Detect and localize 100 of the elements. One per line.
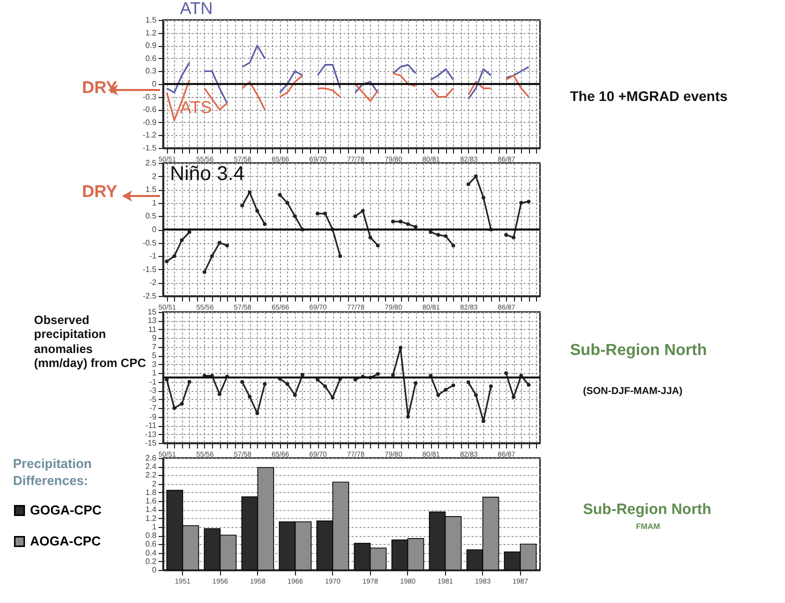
point bbox=[188, 230, 192, 234]
y-tick-label: 0.5 bbox=[145, 212, 158, 221]
text: Sub-Region North bbox=[570, 342, 707, 360]
point bbox=[376, 372, 380, 376]
y-tick-label: 2.6 bbox=[145, 454, 158, 462]
point bbox=[255, 411, 260, 416]
point bbox=[489, 384, 493, 388]
point bbox=[225, 244, 229, 248]
y-tick-label: 1.8 bbox=[145, 488, 158, 497]
point bbox=[414, 381, 418, 386]
point bbox=[286, 201, 290, 205]
point bbox=[240, 380, 244, 384]
y-tick-label: 0.6 bbox=[145, 540, 158, 549]
text: (SON-DJF-MAM-JJA) bbox=[583, 386, 682, 397]
text: DRY bbox=[82, 182, 118, 202]
y-tick-label: 15 bbox=[148, 308, 158, 316]
y-tick-label: 1 bbox=[152, 368, 158, 378]
point bbox=[519, 201, 524, 205]
y-tick-label: -1.5 bbox=[142, 144, 158, 152]
y-tick-label: -0.9 bbox=[142, 118, 158, 127]
point bbox=[164, 260, 169, 264]
point bbox=[330, 396, 335, 400]
point bbox=[210, 254, 214, 258]
point bbox=[286, 382, 290, 386]
point bbox=[172, 254, 176, 258]
y-tick-label: 13 bbox=[148, 316, 158, 326]
point bbox=[323, 384, 327, 388]
y-tick-label: 2 bbox=[152, 479, 158, 488]
point bbox=[180, 402, 184, 406]
y-tick-label: 0 bbox=[152, 566, 158, 574]
y-tick-label: -3 bbox=[149, 386, 158, 396]
y-tick-label: 0.2 bbox=[145, 556, 158, 566]
point bbox=[353, 214, 358, 218]
annotation: Niño 3.4 bbox=[170, 163, 244, 186]
point bbox=[482, 196, 486, 200]
point bbox=[451, 383, 456, 388]
point bbox=[466, 182, 470, 186]
point bbox=[360, 209, 365, 213]
legend-label: GOGA-CPC bbox=[30, 502, 102, 518]
point bbox=[414, 224, 418, 229]
y-tick-label: -1.2 bbox=[142, 130, 158, 140]
y-tick-label: -1 bbox=[149, 252, 158, 261]
point bbox=[406, 222, 410, 226]
legend-label: AOGA-CPC bbox=[30, 534, 102, 548]
point bbox=[451, 244, 456, 248]
y-tick-label: 1 bbox=[152, 522, 158, 532]
point bbox=[262, 222, 267, 226]
point bbox=[512, 236, 516, 240]
point bbox=[248, 190, 252, 194]
y-tick-label: -7 bbox=[149, 404, 158, 413]
y-tick-label: 1.5 bbox=[145, 185, 158, 194]
y-tick-label: 1.4 bbox=[145, 505, 158, 514]
y-tick-label: -0.6 bbox=[142, 105, 158, 114]
y-tick-label: 2.5 bbox=[145, 158, 158, 168]
point bbox=[504, 371, 508, 375]
y-tick-label: -13 bbox=[144, 430, 158, 439]
y-tick-label: -1 bbox=[149, 377, 158, 386]
point bbox=[474, 174, 478, 178]
y-tick-label: -1.5 bbox=[142, 264, 158, 274]
point bbox=[436, 393, 440, 397]
y-tick-label: 11 bbox=[148, 324, 158, 334]
y-tick-label: 0 bbox=[152, 225, 158, 234]
y-tick-label: -15 bbox=[144, 438, 158, 448]
point bbox=[512, 395, 516, 400]
y-tick-label: -2.5 bbox=[142, 292, 158, 300]
y-tick-label: 0.4 bbox=[145, 548, 158, 558]
y-tick-label: -9 bbox=[149, 412, 158, 422]
point bbox=[338, 254, 342, 258]
point bbox=[218, 240, 222, 245]
point bbox=[323, 212, 327, 216]
point bbox=[444, 388, 448, 392]
y-tick-label: 0.6 bbox=[145, 54, 158, 63]
point bbox=[240, 204, 244, 208]
y-tick-label: -0.5 bbox=[142, 238, 158, 248]
y-tick-label: 1.6 bbox=[145, 496, 158, 506]
y-tick-label: 1 bbox=[152, 198, 158, 208]
text: ATN bbox=[180, 0, 213, 19]
y-tick-label: 2.4 bbox=[145, 462, 158, 472]
y-tick-label: 0.8 bbox=[145, 531, 158, 540]
point bbox=[474, 393, 478, 397]
text: The 10 +MGRAD events bbox=[570, 88, 728, 104]
y-tick-label: 2.2 bbox=[145, 470, 158, 480]
point bbox=[172, 406, 176, 410]
y-tick-label: 0.3 bbox=[145, 66, 158, 76]
series-label: ATS bbox=[180, 98, 212, 118]
point bbox=[180, 238, 184, 242]
y-tick-label: -11 bbox=[146, 421, 158, 430]
y-tick-label: 1.2 bbox=[145, 514, 158, 523]
y-tick-label: -2 bbox=[149, 278, 158, 288]
point bbox=[398, 346, 402, 350]
point bbox=[391, 373, 395, 377]
point bbox=[188, 380, 192, 384]
point bbox=[428, 230, 433, 234]
y-tick-label: 2 bbox=[152, 172, 158, 181]
point bbox=[444, 234, 448, 238]
y-tick-label: -5 bbox=[149, 394, 158, 404]
point bbox=[202, 270, 206, 274]
y-tick-label: -0.3 bbox=[142, 92, 158, 102]
point bbox=[293, 214, 297, 218]
y-tick-label: 1.5 bbox=[145, 16, 158, 24]
